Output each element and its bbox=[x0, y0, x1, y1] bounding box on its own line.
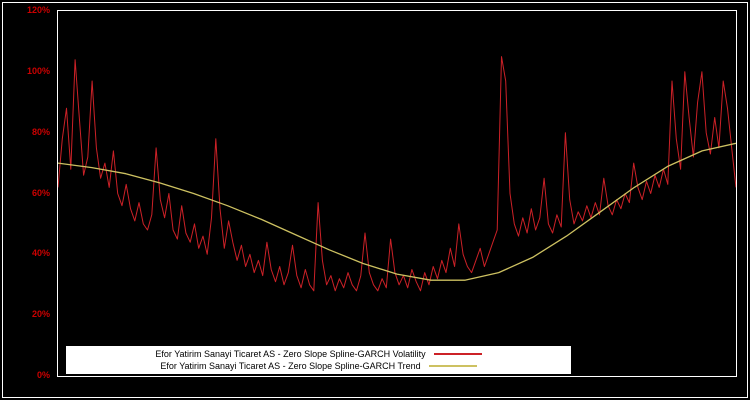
trend-line-sample-icon bbox=[428, 365, 477, 367]
y-tick-label: 100% bbox=[26, 65, 50, 76]
y-tick-label: 120% bbox=[26, 5, 50, 15]
volatility-line bbox=[58, 56, 736, 292]
y-tick-label: 0% bbox=[36, 370, 50, 380]
legend: Efor Yatirim Sanayi Ticaret AS - Zero Sl… bbox=[66, 346, 571, 374]
trend-line bbox=[58, 142, 736, 281]
y-tick-label: 60% bbox=[31, 187, 50, 198]
legend-label-trend: Efor Yatirim Sanayi Ticaret AS - Zero Sl… bbox=[160, 361, 421, 371]
y-tick-label: 20% bbox=[31, 309, 50, 320]
y-tick-label: 40% bbox=[31, 248, 50, 259]
legend-item-volatility: Efor Yatirim Sanayi Ticaret AS - Zero Sl… bbox=[70, 348, 567, 360]
legend-label-volatility: Efor Yatirim Sanayi Ticaret AS - Zero Sl… bbox=[155, 349, 426, 359]
y-tick-label: 80% bbox=[31, 126, 50, 137]
volatility-line-sample-icon bbox=[433, 353, 482, 355]
chart-canvas bbox=[58, 56, 736, 292]
legend-item-trend: Efor Yatirim Sanayi Ticaret AS - Zero Sl… bbox=[70, 360, 567, 372]
plot-area: Efor Yatirim Sanayi Ticaret AS - Zero Sl… bbox=[57, 10, 737, 377]
